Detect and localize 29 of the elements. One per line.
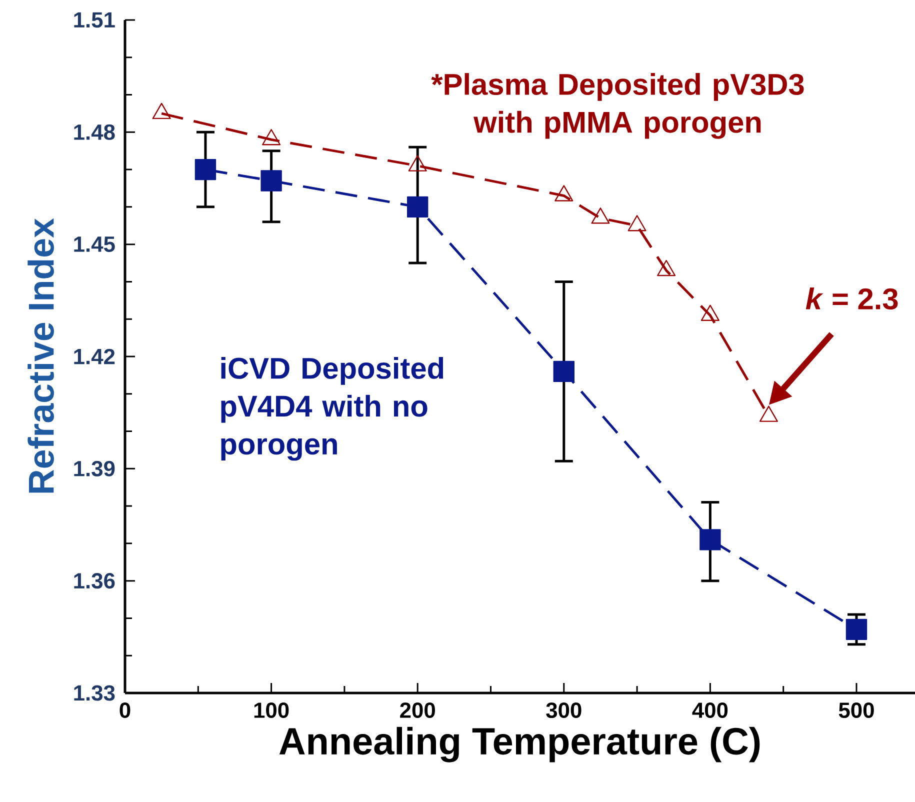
y-tick-label: 1.42 xyxy=(74,348,115,364)
point xyxy=(408,155,427,172)
y-tick-label: 1.36 xyxy=(74,573,115,589)
point xyxy=(700,529,721,550)
y-tick-label: 1.33 xyxy=(74,685,115,701)
point xyxy=(759,406,778,422)
y-tick-label: 1.51 xyxy=(74,12,115,28)
x-tick-label: 200 xyxy=(400,702,435,718)
point xyxy=(554,185,574,202)
point xyxy=(628,215,646,232)
x-tick-label: 0 xyxy=(120,702,130,718)
x-tick-label: 400 xyxy=(692,702,728,718)
y-axis-title: Refractive Index xyxy=(28,218,54,493)
x-tick-label: 300 xyxy=(546,702,582,718)
series-label: *Plasma Deposited pV3D3 with pMMA porogen xyxy=(431,73,804,139)
text: iCVD Deposited pV4D4 with no porogen xyxy=(221,356,444,461)
x-tick-label: 500 xyxy=(838,702,874,718)
x-axis-title: Annealing Temperature (C) xyxy=(279,726,760,762)
point xyxy=(846,618,868,640)
point xyxy=(262,129,281,146)
annotation: k = 2.3 xyxy=(806,288,898,310)
y-tick-label: 1.39 xyxy=(74,460,115,476)
point xyxy=(591,208,610,224)
y-tick-label: 1.48 xyxy=(74,124,115,140)
point xyxy=(700,304,720,321)
point xyxy=(657,260,676,276)
x-tick-label: 100 xyxy=(254,702,289,718)
y-tick-label: 1.45 xyxy=(74,236,115,252)
point xyxy=(152,102,171,120)
